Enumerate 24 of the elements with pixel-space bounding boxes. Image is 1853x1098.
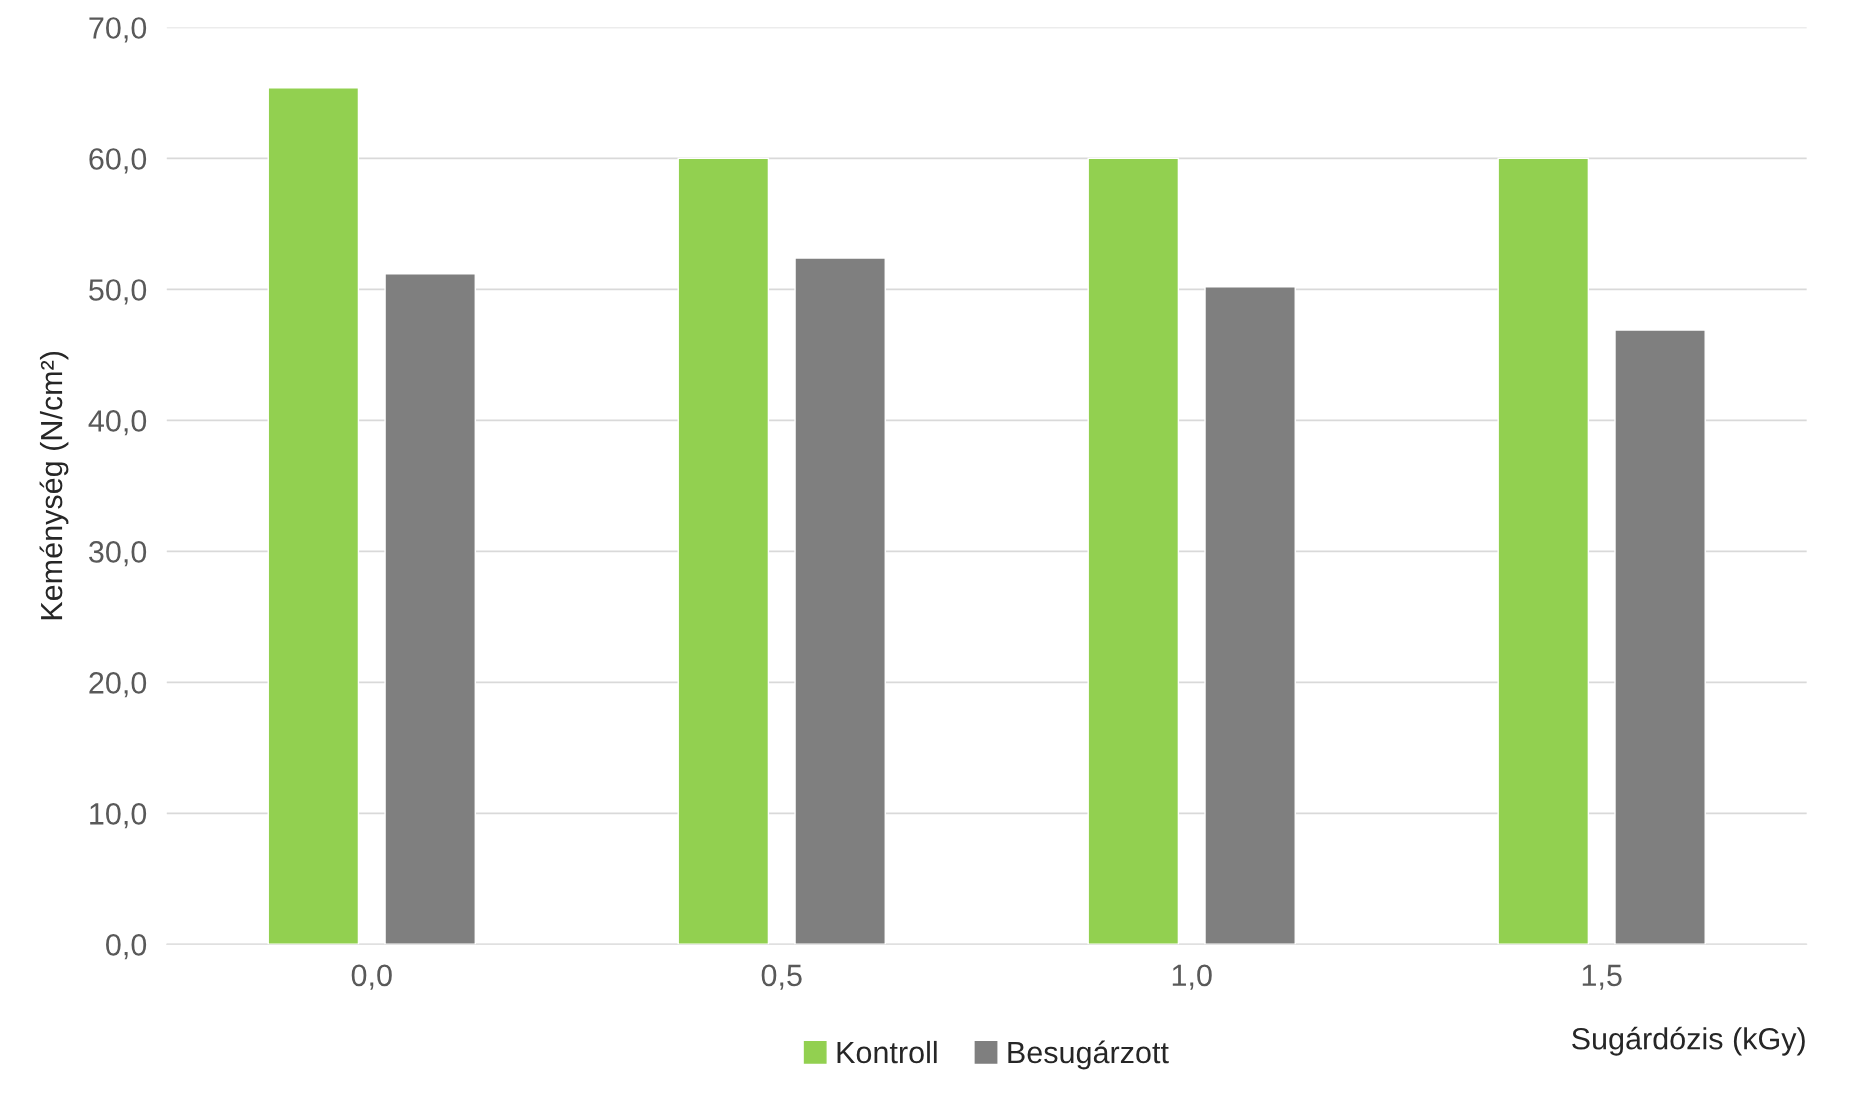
y-tick-label: 10,0 (90, 803, 147, 829)
y-tick-label: 50,0 (89, 279, 147, 305)
bar (677, 157, 770, 945)
x-tick-label: 0,5 (761, 964, 802, 990)
y-tick-label: 20,0 (89, 672, 147, 698)
bar (384, 272, 476, 945)
legend-label: Besugárzott (1008, 1040, 1169, 1070)
y-axis-title: Keménység (N/cm²) (39, 351, 69, 620)
x-axis-title: Sugárdózis (kGy) (1572, 1026, 1805, 1056)
legend-label: Kontroll (837, 1040, 937, 1064)
bar (794, 257, 886, 945)
x-tick-label: 0,0 (351, 964, 392, 990)
y-tick-label: 70,0 (89, 17, 147, 43)
y-tick-label: 60,0 (89, 148, 147, 174)
y-tick-label: 0,0 (106, 934, 147, 960)
y-tick-label: 40,0 (88, 410, 147, 436)
bar (1204, 286, 1296, 945)
x-tick-label: 1,5 (1582, 964, 1622, 990)
bar (1087, 157, 1180, 945)
y-tick-label: 30,0 (89, 541, 147, 567)
bar (1497, 157, 1590, 945)
bar (1614, 329, 1706, 945)
bar (267, 87, 360, 945)
x-tick-label: 1,0 (1172, 964, 1212, 990)
